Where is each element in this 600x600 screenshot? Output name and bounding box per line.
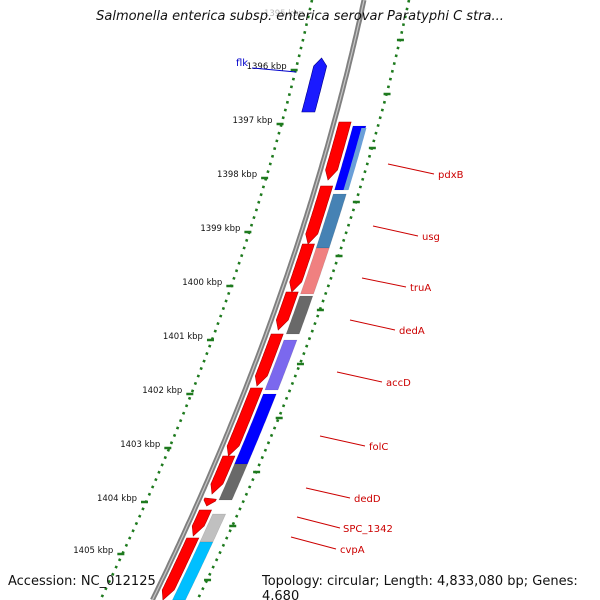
scale-tick-label: 1401 kbp: [163, 332, 203, 342]
gene-label-leader: [349, 319, 396, 331]
gene-label-dedd: dedD: [354, 494, 381, 505]
gene-label-usg: usg: [422, 232, 440, 243]
scale-tick-label: 1402 kbp: [142, 386, 182, 396]
genes-layer: [161, 57, 367, 600]
gene-label-leader: [319, 435, 366, 447]
gene-label-leader: [251, 67, 297, 73]
gene-bar-trua: [300, 247, 330, 295]
backbone-layer: [150, 0, 367, 600]
cds-forward-arrow: [191, 509, 212, 537]
scale-tick-label-partial: 1395 kbp: [264, 9, 304, 19]
gene-label-flk: flk: [236, 58, 248, 69]
gene-label-trua: truA: [410, 283, 431, 294]
gene-labels-layer: flk pdxB usg truA dedA accD folC dedD SPC_1342cv…: [236, 58, 464, 556]
cds-forward-arrow: [275, 291, 299, 331]
gene-label-leader: [296, 516, 341, 529]
gene-label-leader: [387, 163, 435, 175]
genome-backbone-highlight: [151, 0, 365, 600]
scale-tick-label: 1405 kbp: [73, 546, 113, 556]
cds-forward-arrow: [203, 497, 217, 507]
gene-label-leader: [305, 487, 351, 499]
gene-label-cvpa: cvpA: [340, 545, 365, 556]
scale-tick-label: 1396 kbp: [247, 62, 287, 72]
scale-tick-label: 1400 kbp: [182, 278, 222, 288]
gene-label-pdxb: pdxB: [438, 170, 464, 181]
gene-label-accd: accD: [386, 378, 411, 389]
map-title: Salmonella enterica subsp. enterica sero…: [96, 9, 504, 24]
scale-ring-outer: [196, 0, 411, 600]
scale-tick-label: 1404 kbp: [97, 494, 137, 504]
genome-backbone: [150, 0, 367, 600]
scale-tick-label: 1403 kbp: [120, 440, 160, 450]
gene-bar-dedd: [218, 463, 248, 501]
gene-bar-pdxb-stripe: [343, 128, 367, 190]
scale-tick-label: 1399 kbp: [200, 224, 240, 234]
cds-forward-arrow: [305, 185, 334, 245]
cds-forward-arrow: [325, 121, 352, 181]
cds-forward-arrow: [226, 387, 264, 457]
gene-label-spc_1342: SPC_1342: [343, 524, 393, 535]
scale-ticks-layer: 1396 kbp 1397 kbp 1398 kbp 1399 kbp 1400 kbp…: [73, 0, 411, 600]
gene-label-deda: dedA: [399, 326, 425, 337]
scale-ring-inner: [99, 0, 314, 600]
gene-bar-cvpa: [172, 541, 214, 600]
gene-bar-deda: [285, 295, 314, 335]
cds-forward-arrow: [210, 455, 236, 495]
scale-tick-label: 1397 kbp: [232, 116, 272, 126]
accession-text: Accession: NC_012125: [8, 574, 156, 589]
gene-bar-accd: [264, 339, 298, 391]
cds-forward-arrow: [254, 333, 284, 387]
gene-bar-flk: [301, 57, 328, 113]
gene-label-leader: [290, 536, 337, 550]
cds-forward-arrow: [289, 243, 315, 293]
gene-label-leader: [372, 225, 419, 237]
gene-label-leader: [336, 371, 383, 383]
gene-label-leader: [361, 277, 407, 288]
topology-text: Topology: circular; Length: 4,833,080 bp…: [262, 574, 578, 600]
scale-tick-label: 1398 kbp: [217, 170, 257, 180]
gene-label-folc: folC: [369, 442, 388, 453]
cds-forward-arrow: [161, 537, 200, 600]
